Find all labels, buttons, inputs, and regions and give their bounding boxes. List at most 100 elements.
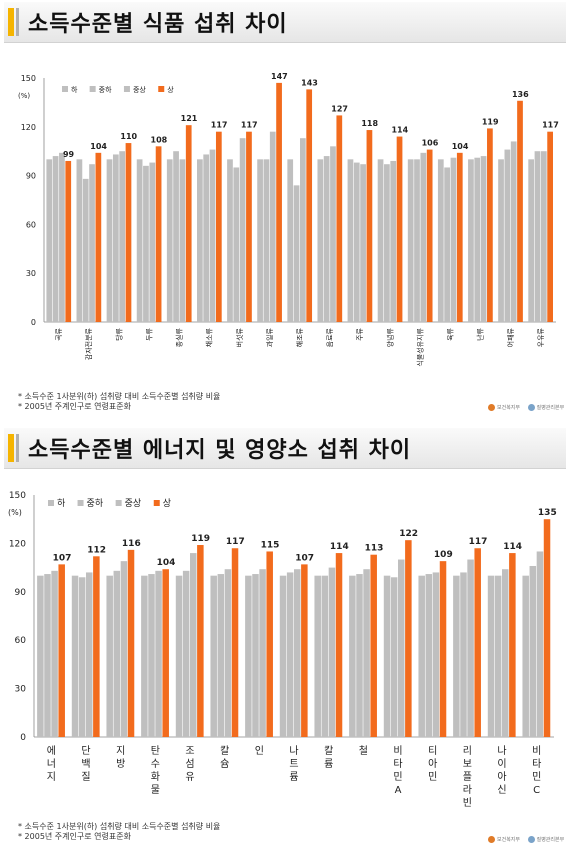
bar <box>89 164 95 322</box>
bar <box>293 185 300 322</box>
x-tick-label: 리 <box>463 745 472 757</box>
ministry-logo-icon <box>488 836 495 843</box>
data-label: 112 <box>87 545 106 555</box>
legend-swatch <box>115 500 122 506</box>
y-tick-label: 150 <box>21 74 36 83</box>
bar <box>347 159 354 322</box>
bar <box>44 574 51 737</box>
legend-label: 하 <box>71 85 78 94</box>
title-accent-secondary <box>16 8 19 36</box>
bar <box>185 125 192 322</box>
x-tick-label: 지 <box>47 771 56 783</box>
x-tick-label: 수 <box>151 758 160 770</box>
footnotes: * 소득수준 1사분위(하) 섭취량 대비 소득수준별 섭취량 비율 * 200… <box>18 822 220 842</box>
bar <box>52 156 59 322</box>
logo-text: 질병관리본부 <box>536 837 565 843</box>
bar <box>306 89 313 323</box>
bar <box>437 159 444 322</box>
bar <box>407 159 414 322</box>
bar <box>106 159 113 322</box>
bar <box>120 561 128 737</box>
bar <box>166 159 173 322</box>
bar <box>148 574 155 737</box>
x-tick-label: 질 <box>81 771 90 783</box>
bar <box>46 159 53 322</box>
bar <box>336 115 343 322</box>
data-label: 117 <box>542 121 559 130</box>
x-tick-label: 단 <box>81 745 90 757</box>
x-tick-label: 종실류 <box>175 327 184 347</box>
x-tick-label: 조 <box>185 746 194 757</box>
bar <box>155 146 162 322</box>
bar <box>529 565 537 737</box>
bar <box>360 164 366 322</box>
x-tick-label: 비 <box>532 745 541 757</box>
data-label: 107 <box>295 553 314 563</box>
y-tick-label: 150 <box>9 491 26 501</box>
x-tick-label: 나 <box>289 745 298 757</box>
x-tick-label: 트 <box>289 759 298 770</box>
x-tick-label: 민 <box>428 771 437 783</box>
x-tick-label: 지 <box>116 745 125 757</box>
legend-swatch <box>153 500 160 506</box>
x-tick-label: A <box>395 785 402 796</box>
logos: 보건복지부 질병관리본부 <box>488 404 564 411</box>
bar <box>323 156 330 322</box>
bar <box>95 152 102 322</box>
x-tick-label: 유 <box>185 771 194 783</box>
data-label: 104 <box>452 142 469 151</box>
x-tick-label: 해조류 <box>295 327 304 347</box>
data-label: 117 <box>469 537 488 547</box>
x-tick-label: 아 <box>497 771 506 783</box>
bar <box>197 545 204 737</box>
bar <box>540 151 547 322</box>
x-tick-label: 방 <box>116 758 125 770</box>
y-tick-label: 60 <box>26 220 36 229</box>
bar <box>390 160 397 322</box>
legend-label: 상 <box>167 85 174 94</box>
bar <box>528 159 535 322</box>
logo-text: 보건복지부 <box>497 405 521 411</box>
x-tick-label: 티 <box>428 745 437 757</box>
x-tick-label: 섬 <box>185 758 194 770</box>
bar <box>65 160 72 322</box>
x-tick-label: 과일류 <box>265 327 274 347</box>
legend-swatch <box>48 500 54 506</box>
title-bar: 소득수준별 식품 섭취 차이 <box>4 2 566 43</box>
bar <box>59 152 65 322</box>
x-tick-label: 버섯류 <box>235 327 244 347</box>
bar <box>474 157 481 322</box>
x-tick-label: 곡류 <box>55 327 63 340</box>
kcdc-logo-icon <box>527 404 535 411</box>
bar <box>494 575 502 737</box>
bar <box>203 154 210 322</box>
nutrient-intake-panel: 소득수준별 에너지 및 영양소 섭취 차이 0 30 60 90 120 150 (%) 하 중… <box>0 424 569 856</box>
legend-label: 중하 <box>99 85 112 94</box>
bar <box>384 164 390 322</box>
y-tick-label: 30 <box>26 269 36 278</box>
legend-swatch <box>62 86 68 92</box>
y-tick-label: 30 <box>15 685 27 695</box>
x-tick-label: 칼 <box>220 744 229 757</box>
bar <box>474 548 481 737</box>
bar <box>257 159 263 322</box>
footnotes: * 소득수준 1사분위(하) 섭취량 대비 소득수준별 섭취량 비율 * 200… <box>18 392 220 412</box>
x-tick-label: 타 <box>393 758 402 770</box>
bar <box>51 570 58 737</box>
bar <box>353 162 360 322</box>
panel-title: 소득수준별 에너지 및 영양소 섭취 차이 <box>28 438 412 463</box>
bar <box>113 570 121 737</box>
bar <box>300 138 306 322</box>
bar <box>106 575 113 737</box>
bar <box>439 561 447 737</box>
bar <box>468 159 474 322</box>
y-axis-label: (%) <box>18 92 30 100</box>
x-tick-label: 슘 <box>220 758 229 770</box>
food-intake-panel: 소득수준별 식품 섭취 차이 0 30 60 90 120 150 (%) 하 중하 중상 상 99 곡… <box>0 0 569 420</box>
x-tick-label: 감자전분류 <box>84 327 93 360</box>
x-tick-label: 음료류 <box>326 327 334 347</box>
x-tick-label: 난류 <box>476 327 485 340</box>
y-tick-label: 0 <box>20 733 26 743</box>
legend-label: 중하 <box>87 498 104 509</box>
